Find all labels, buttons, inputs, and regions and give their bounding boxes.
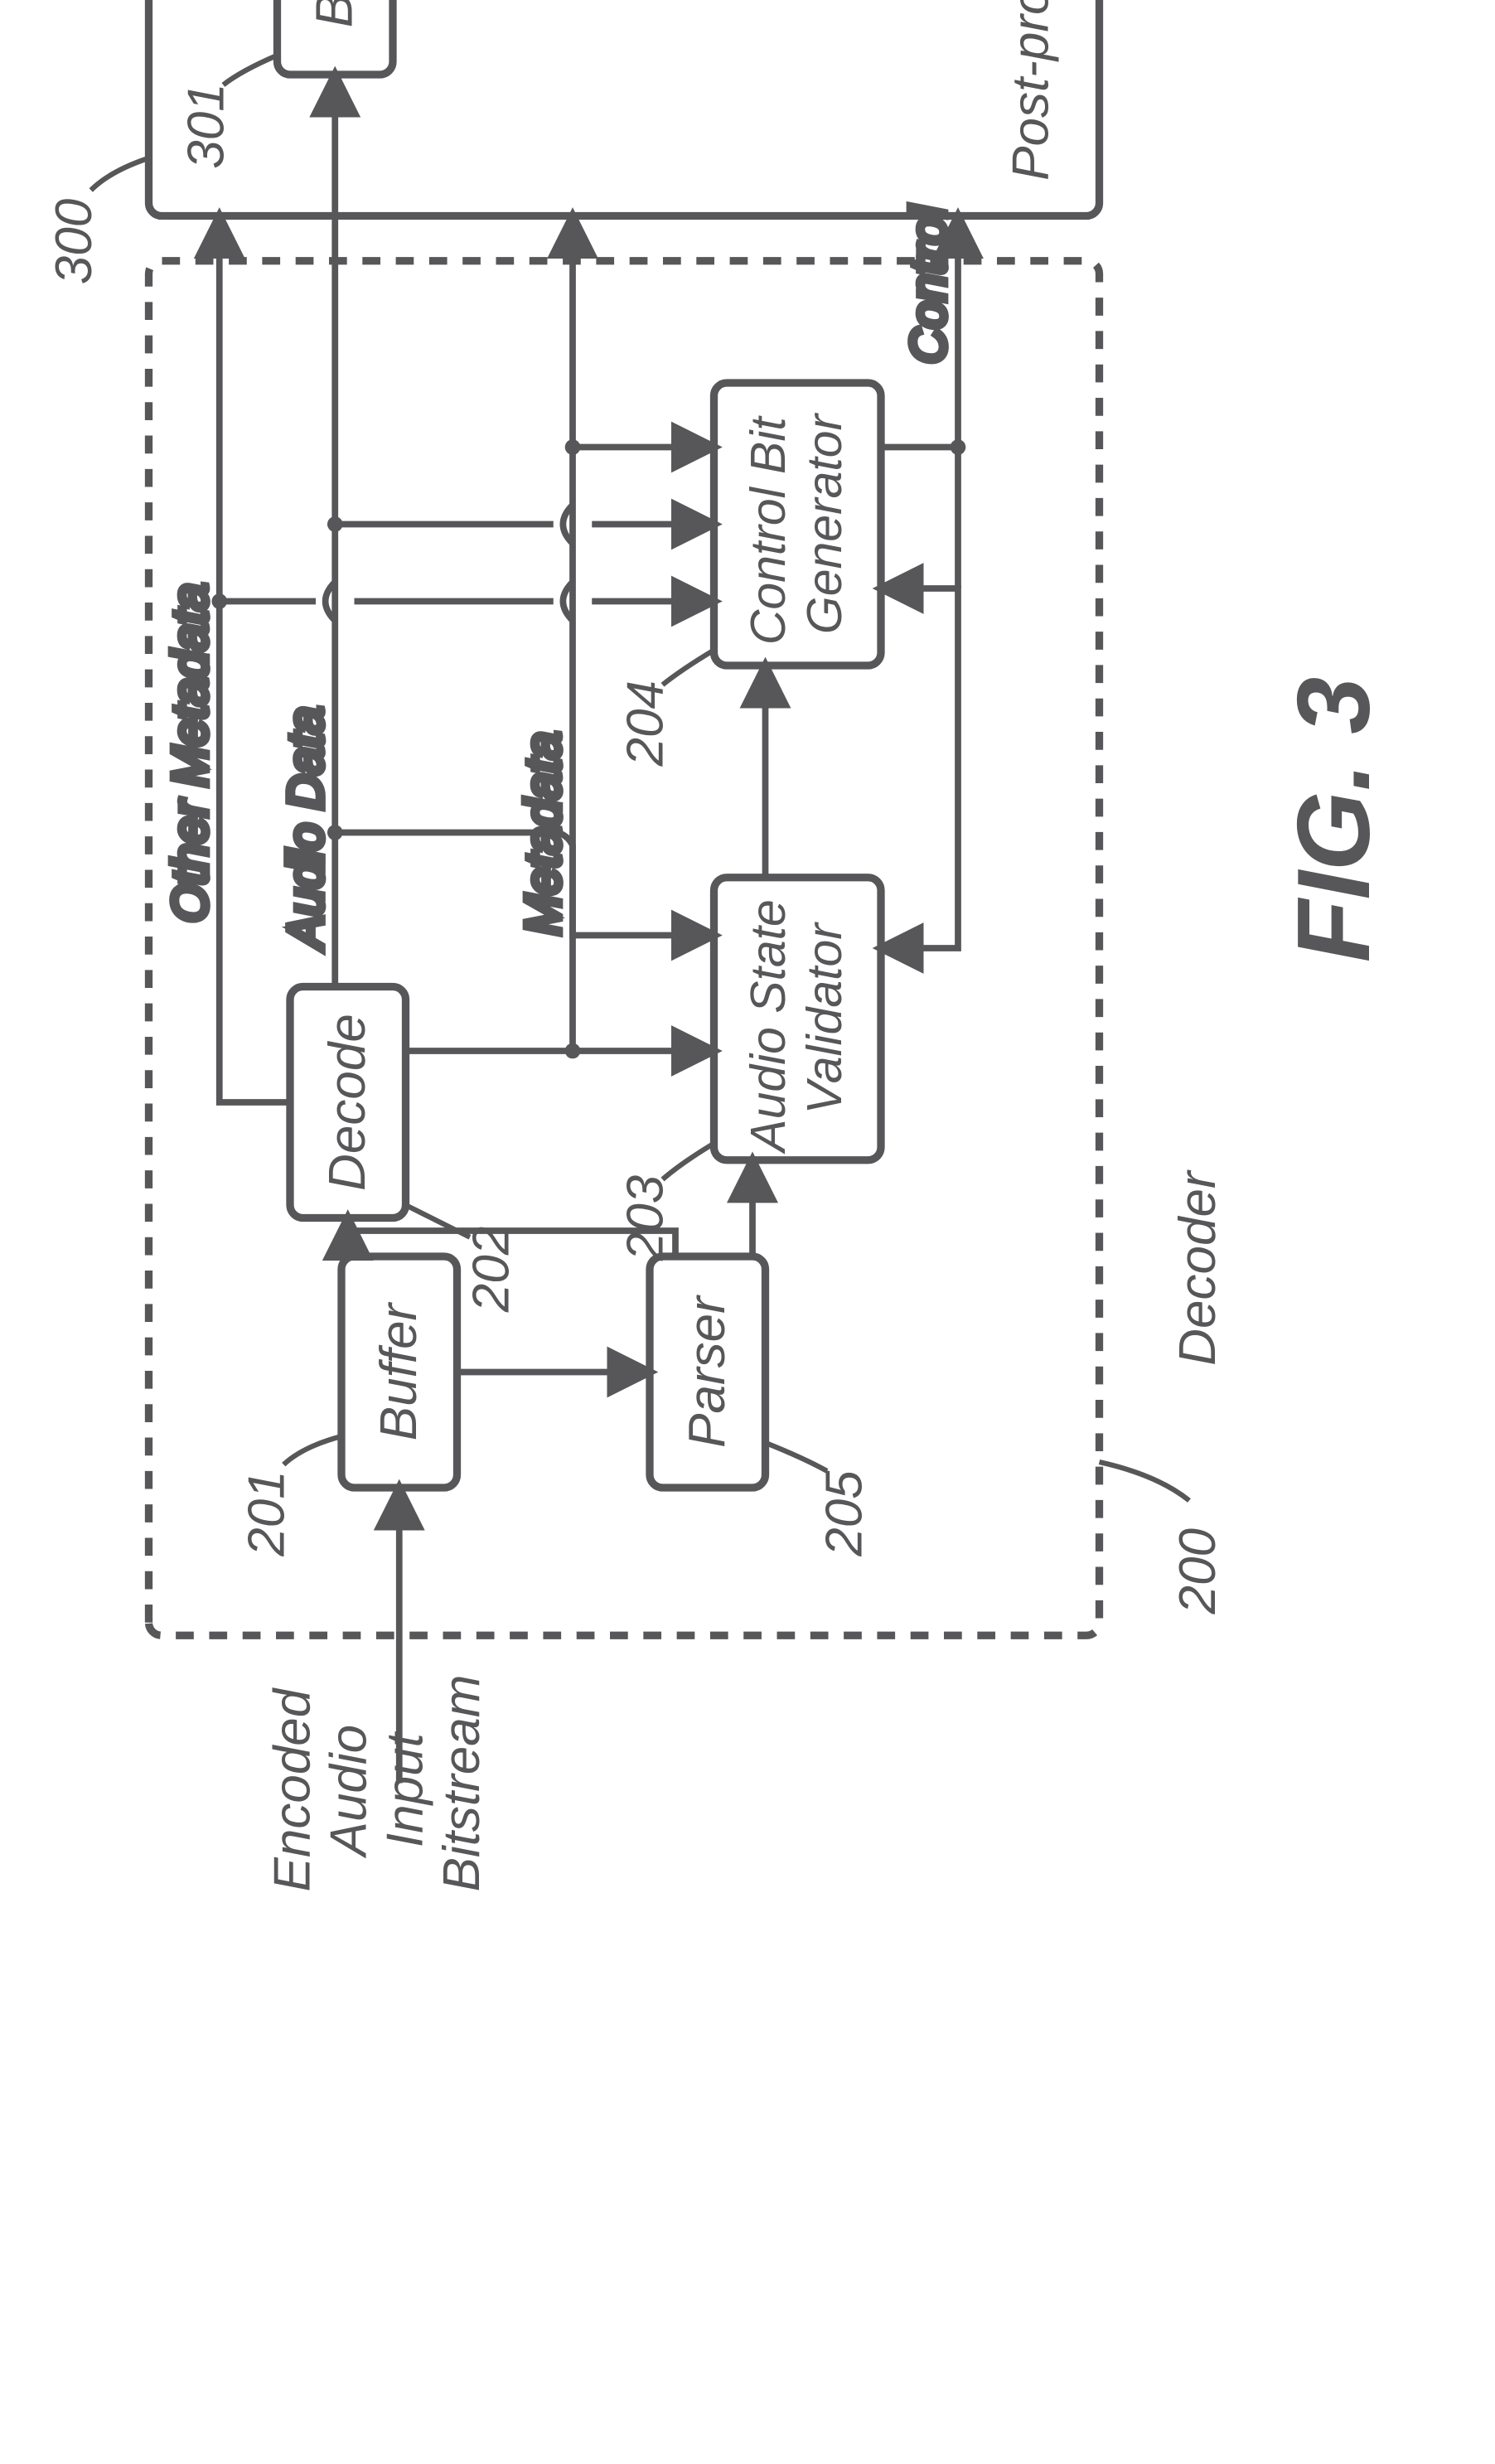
postproc-ref-leader — [91, 158, 149, 191]
postproc-ref: 300 — [46, 199, 103, 284]
figure-title: FIG. 3 — [1277, 677, 1391, 963]
buffer-201-label: Buffer — [370, 1301, 428, 1440]
label-other-metadata: Other Metadata — [163, 583, 217, 922]
decoder-label: Decoder — [1169, 1169, 1226, 1366]
buffer-201-ref: 201 — [238, 1470, 295, 1556]
parser-205-label: Parser — [679, 1295, 736, 1448]
label-audio-data: Audio Data — [279, 707, 333, 951]
postproc-label: Post-processor — [1003, 0, 1060, 181]
ctrlgen-204-ref: 204 — [617, 680, 675, 767]
buffer-301-ref: 301 — [177, 83, 235, 168]
label-control: Control — [902, 205, 956, 364]
parser-205-ref: 205 — [816, 1470, 873, 1557]
buffer-301-label: Buffer — [306, 0, 363, 27]
diagram-canvas: 200 Decoder 300 Post-processor Encoded A… — [0, 0, 1495, 2464]
decode-202-label: Decode — [319, 1014, 376, 1191]
validator-203-ref: 203 — [617, 1175, 675, 1261]
decode-202-ref: 202 — [463, 1227, 520, 1313]
input-label: Encoded Audio Input Bitstream — [264, 1675, 491, 1892]
decoder-ref-leader — [1100, 1462, 1190, 1501]
decoder-ref: 200 — [1169, 1528, 1226, 1614]
